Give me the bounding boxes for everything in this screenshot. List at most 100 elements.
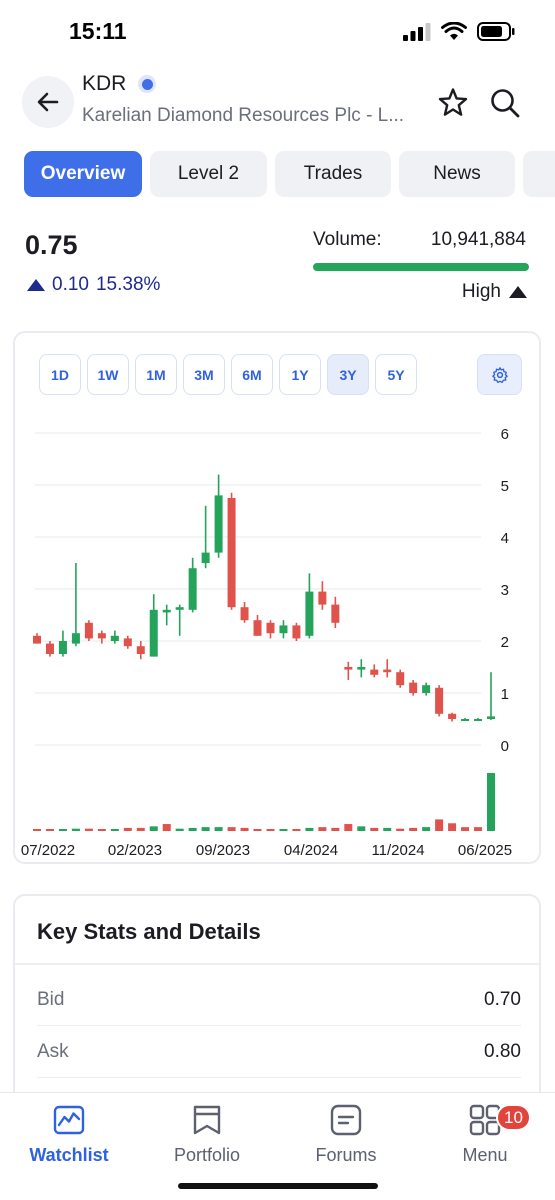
volume-bar bbox=[240, 827, 249, 831]
stat-row-ask: Ask 0.80 bbox=[37, 1026, 521, 1078]
range-1m-button[interactable]: 1M bbox=[135, 354, 177, 395]
candle-body bbox=[97, 633, 106, 639]
volume-bar bbox=[383, 827, 392, 831]
volume-bar bbox=[253, 829, 262, 831]
nav-menu[interactable]: Menu 10 bbox=[416, 1101, 554, 1171]
candle-body bbox=[123, 638, 132, 647]
tab-overview[interactable]: Overview bbox=[24, 151, 142, 197]
candle-body bbox=[84, 622, 93, 639]
candle-body bbox=[33, 635, 41, 644]
instrument-header: KDR Karelian Diamond Resources Plc - L..… bbox=[0, 64, 555, 144]
range-3y-button[interactable]: 3Y bbox=[327, 354, 369, 395]
y-tick-label: 6 bbox=[501, 426, 509, 443]
gear-icon bbox=[491, 366, 508, 383]
candle-body bbox=[318, 591, 327, 605]
y-tick-label: 4 bbox=[501, 530, 509, 547]
search-icon[interactable] bbox=[488, 86, 522, 120]
stat-value: 0.80 bbox=[484, 1040, 521, 1062]
candle-body bbox=[58, 641, 67, 654]
ticker-symbol: KDR bbox=[82, 72, 127, 95]
nav-forums[interactable]: Forums bbox=[277, 1101, 415, 1171]
volume-bar bbox=[474, 827, 483, 831]
change-percent: 15.38% bbox=[95, 274, 161, 295]
candlestick-chart[interactable]: 6 5 4 3 2 1 0 07/2022 02/2023 09/2023 04/2024 11/20… bbox=[15, 413, 539, 863]
key-stats-card: Key Stats and Details Bid 0.70 Ask 0.80 bbox=[13, 894, 541, 1124]
volume-bar bbox=[149, 826, 158, 831]
candle-body bbox=[383, 669, 392, 673]
candle-body bbox=[435, 687, 444, 714]
volume-bar bbox=[33, 829, 41, 831]
nav-watchlist[interactable]: Watchlist bbox=[0, 1101, 138, 1171]
x-tick-label: 02/2023 bbox=[108, 842, 162, 859]
status-time: 15:11 bbox=[69, 18, 127, 44]
key-stats-title: Key Stats and Details bbox=[37, 919, 261, 944]
candle-body bbox=[188, 568, 197, 610]
candle-body bbox=[331, 604, 340, 623]
y-tick-label: 0 bbox=[501, 738, 509, 755]
range-1y-button[interactable]: 1Y bbox=[279, 354, 321, 395]
candle-body bbox=[45, 643, 54, 654]
wifi-icon bbox=[441, 22, 467, 40]
nav-portfolio[interactable]: Portfolio bbox=[138, 1101, 276, 1171]
volume-bar bbox=[188, 827, 197, 831]
chart-settings-button[interactable] bbox=[477, 354, 522, 395]
volume-bar bbox=[422, 827, 431, 831]
volume-bar bbox=[162, 824, 171, 831]
volume-bar bbox=[175, 828, 184, 831]
candle-body bbox=[214, 495, 223, 553]
volume-bar bbox=[370, 827, 379, 831]
candle-body bbox=[253, 620, 262, 636]
candle-body bbox=[71, 633, 80, 644]
stat-label: Ask bbox=[37, 1040, 69, 1062]
volume-bar bbox=[266, 829, 275, 831]
stat-row-bid: Bid 0.70 bbox=[37, 974, 521, 1026]
range-1w-button[interactable]: 1W bbox=[87, 354, 129, 395]
volume-value: 10,941,884 bbox=[430, 229, 526, 250]
change-value: 0.10 bbox=[52, 274, 89, 295]
volume-label: Volume: bbox=[313, 229, 382, 250]
chart-line-icon bbox=[53, 1105, 85, 1135]
x-tick-label: 06/2025 bbox=[458, 842, 512, 859]
price-change: 0.10 15.38% bbox=[27, 274, 160, 296]
menu-grid-icon bbox=[469, 1104, 501, 1136]
bookmark-icon bbox=[193, 1105, 221, 1135]
tab-more[interactable] bbox=[523, 151, 555, 197]
volume-bar bbox=[201, 827, 210, 831]
volume-bar bbox=[435, 819, 444, 831]
tab-news[interactable]: News bbox=[399, 151, 515, 197]
candle-body bbox=[266, 622, 275, 634]
volume-bar bbox=[396, 828, 405, 831]
volume-level-bar bbox=[313, 263, 529, 271]
star-icon[interactable] bbox=[436, 86, 470, 120]
candle-body bbox=[201, 552, 210, 563]
forum-icon bbox=[330, 1104, 362, 1136]
candle-body bbox=[409, 682, 418, 693]
volume-bar bbox=[331, 827, 340, 831]
volume-level-label: High bbox=[461, 281, 501, 302]
x-tick-label: 07/2022 bbox=[21, 842, 75, 859]
back-button[interactable] bbox=[22, 76, 74, 128]
candle-body bbox=[110, 635, 119, 641]
y-tick-label: 3 bbox=[501, 582, 509, 599]
candle-body bbox=[227, 498, 236, 608]
range-6m-button[interactable]: 6M bbox=[231, 354, 273, 395]
candle-body bbox=[279, 625, 288, 634]
tab-trades[interactable]: Trades bbox=[275, 151, 391, 197]
tab-level-2[interactable]: Level 2 bbox=[150, 151, 267, 197]
volume-bar bbox=[461, 827, 470, 831]
price-chart-card: 1D 1W 1M 3M 6M 1Y 3Y 5Y 6 5 4 3 2 1 0 07/2022 02… bbox=[13, 331, 541, 864]
volume-bar bbox=[84, 828, 93, 831]
candle-body bbox=[175, 607, 184, 610]
candle-body bbox=[474, 719, 483, 721]
last-price: 0.75 bbox=[25, 230, 78, 260]
bottom-nav: Watchlist Portfolio Forums Menu 10 bbox=[0, 1092, 555, 1200]
range-1d-button[interactable]: 1D bbox=[39, 354, 81, 395]
candle-body bbox=[240, 607, 249, 621]
nav-label: Portfolio bbox=[173, 1145, 241, 1165]
volume-bar bbox=[357, 826, 366, 831]
range-3m-button[interactable]: 3M bbox=[183, 354, 225, 395]
stat-value: 0.70 bbox=[484, 988, 521, 1010]
range-5y-button[interactable]: 5Y bbox=[375, 354, 417, 395]
x-tick-label: 04/2024 bbox=[284, 842, 338, 859]
volume-bar bbox=[110, 829, 119, 831]
